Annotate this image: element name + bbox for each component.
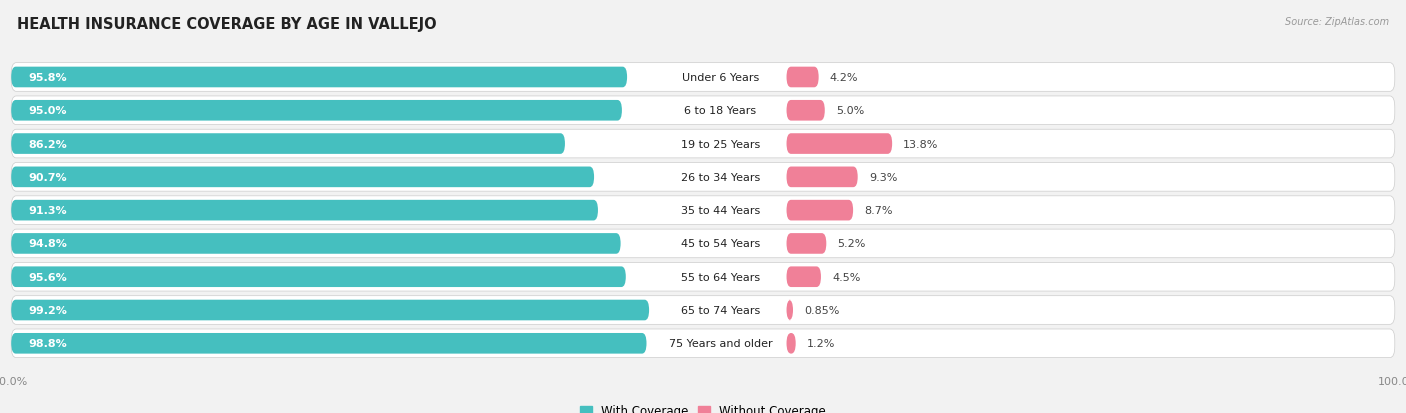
FancyBboxPatch shape (786, 167, 858, 188)
FancyBboxPatch shape (786, 333, 796, 354)
Text: 8.7%: 8.7% (865, 206, 893, 216)
Text: 1.2%: 1.2% (807, 339, 835, 349)
FancyBboxPatch shape (11, 333, 647, 354)
FancyBboxPatch shape (11, 200, 598, 221)
Text: 86.2%: 86.2% (28, 139, 66, 149)
FancyBboxPatch shape (11, 296, 1395, 325)
Text: 94.8%: 94.8% (28, 239, 66, 249)
Text: 55 to 64 Years: 55 to 64 Years (681, 272, 761, 282)
FancyBboxPatch shape (11, 267, 626, 287)
Text: 95.6%: 95.6% (28, 272, 66, 282)
Text: 95.0%: 95.0% (28, 106, 66, 116)
Text: 35 to 44 Years: 35 to 44 Years (681, 206, 761, 216)
Text: 4.5%: 4.5% (832, 272, 860, 282)
Text: 9.3%: 9.3% (869, 173, 897, 183)
FancyBboxPatch shape (786, 233, 827, 254)
Text: 13.8%: 13.8% (903, 139, 939, 149)
FancyBboxPatch shape (11, 329, 1395, 358)
Text: 26 to 34 Years: 26 to 34 Years (681, 173, 761, 183)
FancyBboxPatch shape (11, 233, 620, 254)
FancyBboxPatch shape (11, 101, 621, 121)
FancyBboxPatch shape (11, 130, 1395, 159)
Text: 45 to 54 Years: 45 to 54 Years (681, 239, 761, 249)
FancyBboxPatch shape (11, 163, 1395, 192)
Text: 0.85%: 0.85% (804, 305, 839, 315)
Text: 6 to 18 Years: 6 to 18 Years (685, 106, 756, 116)
FancyBboxPatch shape (786, 67, 818, 88)
FancyBboxPatch shape (11, 67, 627, 88)
Text: 99.2%: 99.2% (28, 305, 66, 315)
FancyBboxPatch shape (11, 300, 650, 320)
FancyBboxPatch shape (786, 200, 853, 221)
FancyBboxPatch shape (11, 263, 1395, 291)
Text: 65 to 74 Years: 65 to 74 Years (681, 305, 761, 315)
Text: Under 6 Years: Under 6 Years (682, 73, 759, 83)
Text: 4.2%: 4.2% (830, 73, 858, 83)
FancyBboxPatch shape (11, 97, 1395, 125)
FancyBboxPatch shape (11, 134, 565, 154)
Text: 90.7%: 90.7% (28, 173, 66, 183)
Text: 98.8%: 98.8% (28, 339, 66, 349)
FancyBboxPatch shape (786, 267, 821, 287)
Text: 95.8%: 95.8% (28, 73, 66, 83)
FancyBboxPatch shape (11, 64, 1395, 92)
Text: 5.2%: 5.2% (838, 239, 866, 249)
FancyBboxPatch shape (11, 196, 1395, 225)
Text: Source: ZipAtlas.com: Source: ZipAtlas.com (1285, 17, 1389, 26)
Text: HEALTH INSURANCE COVERAGE BY AGE IN VALLEJO: HEALTH INSURANCE COVERAGE BY AGE IN VALL… (17, 17, 436, 31)
FancyBboxPatch shape (786, 101, 825, 121)
FancyBboxPatch shape (11, 167, 595, 188)
FancyBboxPatch shape (786, 300, 793, 320)
Text: 91.3%: 91.3% (28, 206, 66, 216)
FancyBboxPatch shape (786, 134, 893, 154)
Legend: With Coverage, Without Coverage: With Coverage, Without Coverage (579, 404, 827, 413)
Text: 19 to 25 Years: 19 to 25 Years (681, 139, 761, 149)
Text: 75 Years and older: 75 Years and older (669, 339, 772, 349)
FancyBboxPatch shape (11, 230, 1395, 258)
Text: 5.0%: 5.0% (837, 106, 865, 116)
